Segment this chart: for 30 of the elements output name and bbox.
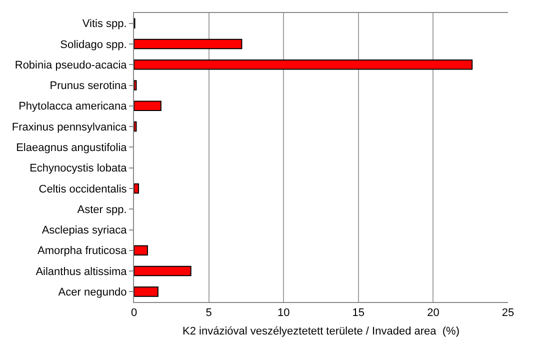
bar: [134, 100, 162, 112]
x-axis-title: K2 invázióval veszélyeztetett területe / Invaded area (%): [182, 325, 460, 338]
bar: [134, 121, 137, 132]
x-tick-label: 25: [502, 307, 514, 320]
y-tick-label: Echynocystis lobata: [30, 162, 128, 175]
y-tick-label: Acer negundo: [58, 286, 127, 299]
bar: [134, 245, 148, 256]
y-tick-label: Celtis occidentalis: [38, 183, 128, 196]
bar: [134, 80, 137, 90]
bar: [134, 59, 473, 70]
x-tick-label: 10: [277, 307, 290, 320]
y-tick-label: Vitis spp.: [82, 18, 127, 30]
y-tick-label: Elaeagnus angustifolia: [16, 142, 128, 154]
y-tick-label: Robinia pseudo-acacia: [14, 59, 128, 72]
bar: [134, 266, 192, 276]
y-tick-label: Solidago spp.: [60, 38, 127, 51]
y-tick-label: Phytolacca americana: [18, 100, 128, 113]
y-tick-label: Amorpha fruticosa: [38, 245, 128, 258]
bar: [134, 183, 139, 194]
y-tick-label: Prunus serotina: [50, 80, 128, 92]
y-tick-label: Fraxinus pennsylvanica: [12, 121, 128, 134]
bar: [134, 286, 158, 297]
y-tick-label: Asclepias syriaca: [42, 224, 128, 237]
x-tick-label: 5: [206, 307, 212, 320]
bar: [134, 38, 242, 50]
x-tick-label: 20: [427, 307, 440, 320]
x-tick-label: 0: [130, 307, 138, 320]
y-tick-label: Aster spp.: [77, 204, 127, 216]
x-tick-label: 15: [352, 307, 365, 320]
y-tick-label: Ailanthus altissima: [36, 266, 128, 278]
